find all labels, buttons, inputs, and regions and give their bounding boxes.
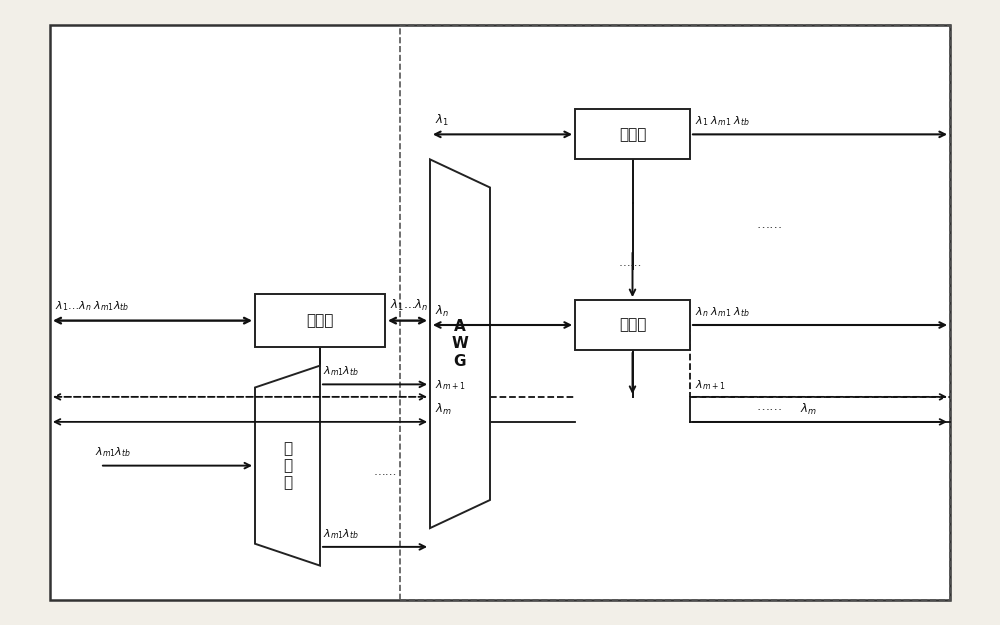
Text: A
W
G: A W G: [452, 319, 468, 369]
Text: $\lambda_1$…$\lambda_n$ $\lambda_{m1}$$\lambda_{tb}$: $\lambda_1$…$\lambda_n$ $\lambda_{m1}$$\…: [55, 299, 129, 313]
Text: $\lambda_1$ $\lambda_{m1}$ $\lambda_{tb}$: $\lambda_1$ $\lambda_{m1}$ $\lambda_{tb}…: [695, 114, 750, 128]
Text: $\lambda_{m1}$$\lambda_{tb}$: $\lambda_{m1}$$\lambda_{tb}$: [323, 364, 359, 378]
Text: 粗波分: 粗波分: [306, 312, 334, 328]
Text: $\lambda_{m+1}$: $\lambda_{m+1}$: [435, 378, 465, 392]
Polygon shape: [255, 366, 320, 566]
Text: $\lambda_n$: $\lambda_n$: [435, 304, 449, 319]
Text: 分
支
器: 分 支 器: [283, 441, 292, 491]
Text: $\lambda_n$ $\lambda_{m1}$ $\lambda_{tb}$: $\lambda_n$ $\lambda_{m1}$ $\lambda_{tb}…: [695, 305, 750, 319]
Text: ……: ……: [618, 256, 642, 269]
Text: $\lambda_{m1}$$\lambda_{tb}$: $\lambda_{m1}$$\lambda_{tb}$: [323, 527, 359, 541]
Polygon shape: [430, 159, 490, 528]
Text: $\lambda_1$…$\lambda_n$: $\lambda_1$…$\lambda_n$: [390, 298, 428, 313]
Text: 合波器: 合波器: [619, 318, 646, 332]
Text: $\lambda_{m+1}$: $\lambda_{m+1}$: [695, 378, 725, 392]
Text: $\lambda_1$: $\lambda_1$: [435, 113, 449, 128]
FancyBboxPatch shape: [50, 25, 950, 600]
Text: $\lambda_m$: $\lambda_m$: [435, 402, 452, 417]
Text: $\lambda_m$: $\lambda_m$: [800, 402, 817, 417]
FancyBboxPatch shape: [575, 300, 690, 350]
FancyBboxPatch shape: [255, 294, 385, 347]
Text: ……: ……: [757, 400, 783, 412]
Text: ……: ……: [757, 219, 783, 231]
Text: ……: ……: [373, 466, 397, 478]
Text: 合波器: 合波器: [619, 127, 646, 142]
FancyBboxPatch shape: [575, 109, 690, 159]
Text: $\lambda_{m1}$$\lambda_{tb}$: $\lambda_{m1}$$\lambda_{tb}$: [95, 446, 131, 459]
